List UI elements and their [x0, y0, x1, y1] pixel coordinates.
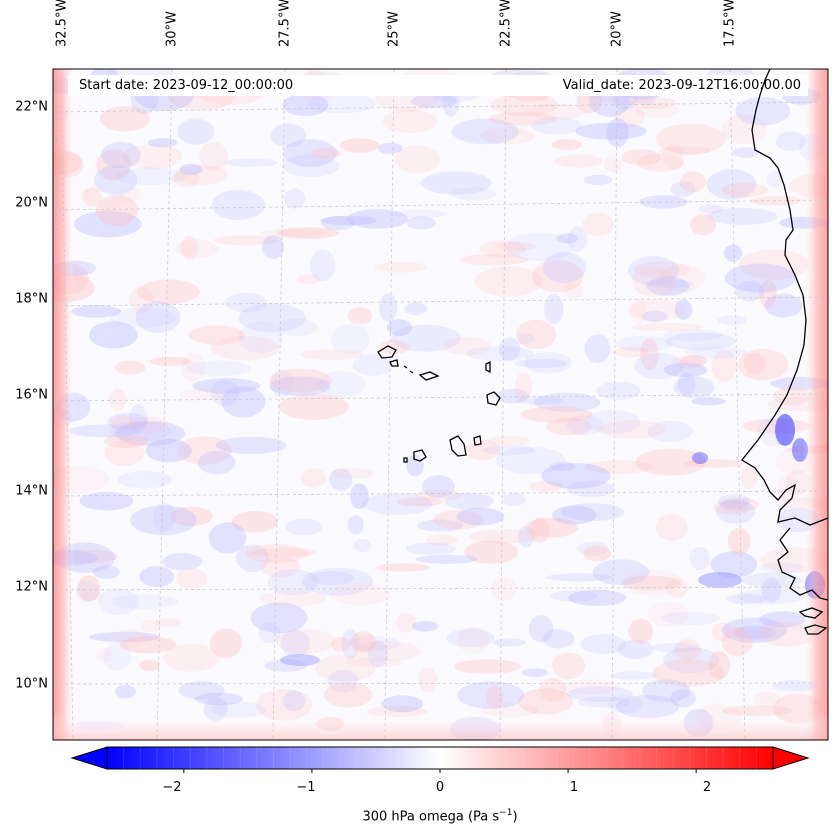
lon-label-25w: 25°W	[386, 11, 402, 47]
lat-label-16n: 16°N	[15, 387, 48, 403]
lat-label-18n: 18°N	[15, 291, 48, 307]
lon-label-17-5w: 17.5°W	[722, 0, 738, 47]
cape-verde-islands	[377, 345, 501, 463]
lat-label-22n: 22°N	[15, 99, 48, 115]
lon-label-32-5w: 32.5°W	[54, 0, 70, 47]
colorbar-extend-min	[70, 746, 108, 770]
colorbar-label: 300 hPa omega (Pa s−1)	[362, 808, 518, 825]
colorbar-tick-label: −2	[162, 780, 182, 795]
colorbar-tick-label: −1	[296, 780, 316, 795]
map-frame	[52, 68, 829, 741]
map-gridlines	[52, 68, 829, 741]
lon-label-20w: 20°W	[609, 11, 625, 47]
lat-label-14n: 14°N	[15, 483, 48, 499]
colorbar-tick-label: 2	[702, 780, 712, 795]
valid-date-label: Valid_date: 2023-09-12T16:00:00.00	[562, 78, 801, 93]
colorbar-tick-label: 1	[569, 780, 579, 795]
lon-label-22-5w: 22.5°W	[498, 0, 514, 47]
colorbar	[70, 746, 810, 773]
coastline	[741, 69, 828, 635]
header-strip	[68, 75, 808, 96]
lon-label-30w: 30°W	[164, 11, 180, 47]
omega-field	[53, 69, 828, 740]
lat-label-20n: 20°N	[15, 195, 48, 211]
lon-label-27-5w: 27.5°W	[277, 0, 293, 47]
colorbar-bar	[107, 747, 773, 769]
colorbar-tick-label: 0	[435, 780, 445, 795]
colorbar-extend-max	[772, 746, 810, 770]
start-date-label: Start date: 2023-09-12_00:00:00	[79, 78, 294, 93]
lat-label-10n: 10°N	[15, 676, 48, 692]
lat-label-12n: 12°N	[15, 579, 48, 595]
